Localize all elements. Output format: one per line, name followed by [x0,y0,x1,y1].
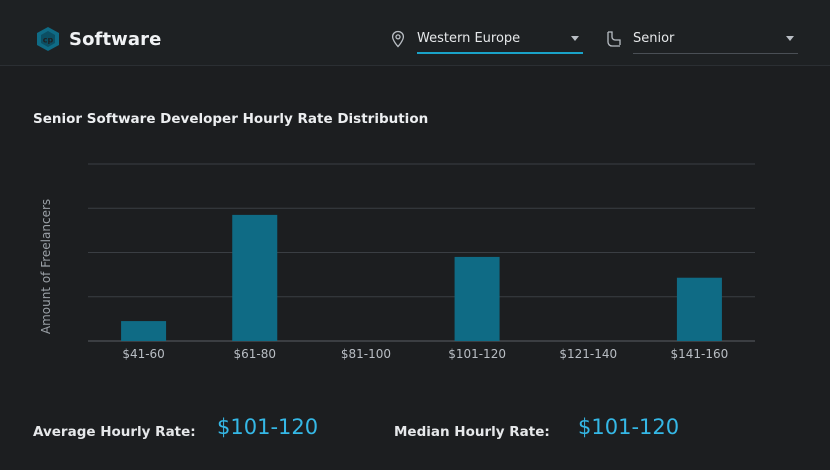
x-tick-label: $121-140 [559,347,617,361]
region-select-value: Western Europe [417,30,521,46]
x-tick-label: $61-80 [233,347,276,361]
average-rate-value: $101-120 [217,415,319,439]
seniority-select[interactable]: Senior [605,24,798,54]
seniority-select-field[interactable]: Senior [633,24,798,54]
bar-141-160 [676,277,722,341]
x-tick-label: $41-60 [122,347,165,361]
region-select-field[interactable]: Western Europe [417,24,583,54]
svg-text:cp: cp [43,36,54,45]
location-pin-icon [391,30,405,48]
x-tick-label: $141-160 [671,347,729,361]
brand[interactable]: cp Software [36,26,161,52]
brand-name: Software [69,28,162,50]
y-axis-label: Amount of Freelancers [39,199,53,334]
brand-logo-icon: cp [37,27,59,51]
seniority-select-value: Senior [633,31,675,46]
average-rate-label: Average Hourly Rate: [33,424,196,440]
bar-101-120 [454,256,500,341]
median-rate-label: Median Hourly Rate: [394,424,550,440]
bar-61-80 [232,214,278,341]
median-rate-value: $101-120 [578,415,680,439]
x-tick-label: $81-100 [341,347,391,361]
rate-distribution-chart: Amount of Freelancers $41-60 $61-80 $81-100… [39,163,755,361]
chevron-down-icon[interactable] [571,36,579,41]
user-level-icon [607,31,621,47]
x-tick-label: $101-120 [448,347,506,361]
top-bar: cp Software Western Europe Senior [0,0,830,66]
region-select[interactable]: Western Europe [389,24,583,54]
chart-title: Senior Software Developer Hourly Rate Di… [33,111,429,127]
chevron-down-icon[interactable] [786,36,794,41]
bar-41-60 [121,321,167,341]
